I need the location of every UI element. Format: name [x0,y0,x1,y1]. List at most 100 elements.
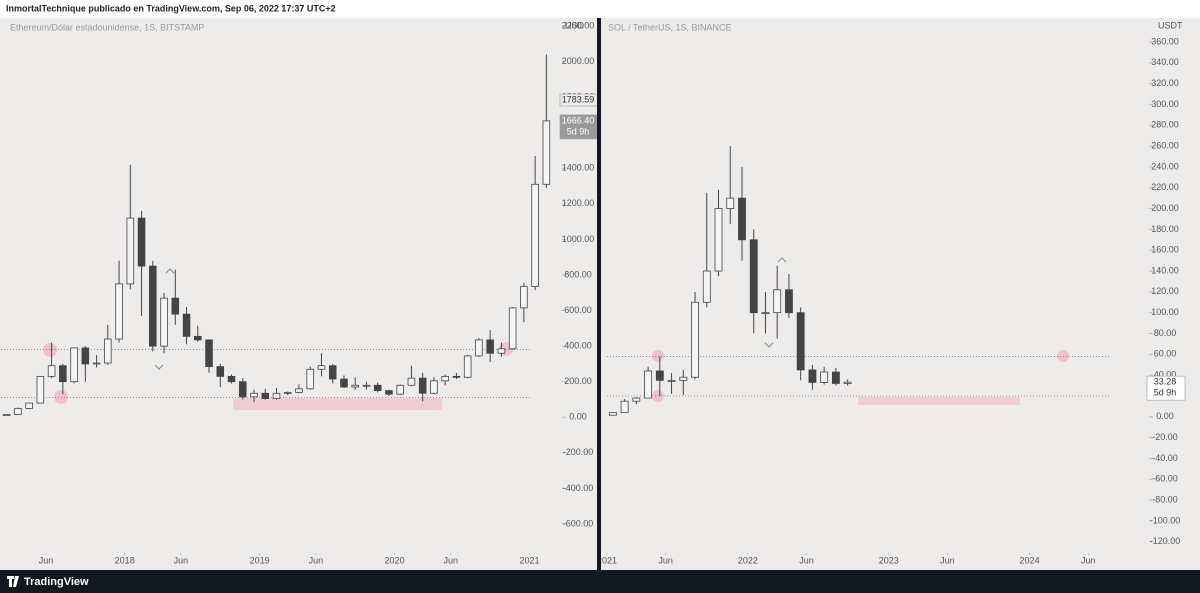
candle-body [738,197,746,241]
panel-bg [0,18,597,570]
x-tick-label: Jun [799,555,814,565]
candle-body [702,270,711,303]
y-tick-label: 800.00 [564,269,592,279]
candle-body [205,339,213,367]
candle-body [25,402,33,409]
price-label: 1783.59 [562,94,595,104]
candle-body [362,384,371,387]
y-tick-label: 100.00 [1151,307,1179,317]
y-tick-label: 360.00 [1151,36,1179,46]
y-tick-label: 140.00 [1151,265,1179,275]
y-tick-label: 400.00 [564,341,592,351]
symbol: Ethereum/Dólar estadounidense, 1S, BITST… [10,22,204,32]
x-tick-label: 2023 [879,555,899,565]
candle-body [441,375,449,382]
price-label: 1666.40 [562,115,595,125]
candle-body [250,392,258,398]
candle-body [182,313,191,337]
x-tick-label: Jun [444,555,459,565]
candle-body [820,371,829,383]
candle-body [104,338,112,364]
candle-body [227,375,236,383]
candle-body [59,365,67,383]
candle-body [317,365,326,370]
candle-body [655,370,664,381]
x-tick-label: 2020 [385,555,405,565]
y-tick-label: 80.00 [1154,328,1177,338]
y-tick-label: 160.00 [1151,245,1179,255]
x-tick-label: Jun [39,555,54,565]
y-tick-label: -40.00 [1152,453,1178,463]
price-box [559,114,597,140]
candle-body [691,301,699,378]
candle-body [160,297,168,347]
x-tick-label: Jun [1081,555,1096,565]
y-tick-label: 240.00 [1151,161,1179,171]
candle-body [773,289,782,314]
candle-body [115,283,123,340]
candle-body [679,376,688,381]
currency: USD [565,20,585,30]
y-tick-label: 0.00 [1156,411,1174,421]
y-tick-label: 1000.00 [562,234,595,244]
candle-body [463,355,472,378]
y-tick-label: -400.00 [563,483,594,493]
y-tick-label: -80.00 [1152,494,1178,504]
chevron [777,257,787,263]
y-tick-label: 0.00 [569,412,587,422]
brand: TradingView [24,576,89,588]
candle-body [486,339,494,354]
y-tick-label: 600.00 [564,305,592,315]
logo [7,576,19,587]
price-box [559,93,597,107]
candle-body [70,347,78,383]
candle-body [749,239,758,314]
candle-body [542,120,551,185]
x-tick-label: Jun [309,555,324,565]
y-tick-label: -120.00 [1150,536,1181,546]
chevron [764,342,774,348]
y-tick-label: 220.00 [1151,182,1179,192]
candle-body [608,412,617,416]
candle-body [81,347,90,365]
symbol: SOL / TetherUS, 1S, BINANCE [608,22,732,32]
panel-bg [601,18,1200,570]
candle-body [520,286,528,309]
candle-body [92,362,101,365]
candle-body [531,183,539,287]
candle-body [306,368,315,390]
candle-body [430,380,438,394]
x-tick-label: Jun [940,555,955,565]
candle-body [667,379,676,382]
candle-body [396,384,404,395]
candle-body [407,377,416,386]
marker [1057,350,1069,362]
y-tick-label: 1400.00 [562,163,595,173]
x-tick-label: Jun [174,555,189,565]
candle-body [831,371,840,384]
y-tick-label: 60.00 [1154,349,1177,359]
candle-body [632,397,641,402]
price-label: 33.28 [1154,377,1177,387]
x-tick-label: 2018 [115,555,135,565]
candle-body [137,217,146,267]
candle-body [808,369,817,383]
marker [652,350,664,362]
candle-body [351,384,359,388]
x-tick-label: Jun [658,555,673,565]
marker [43,343,57,357]
candle-body [452,375,461,378]
y-tick-label: -600.00 [563,518,594,528]
price-box [1146,375,1186,401]
y-tick-label: -200.00 [563,447,594,457]
header-text: InmortalTechnique publicado en TradingVi… [6,3,336,13]
candle-body [328,365,337,380]
candle-body [149,265,157,347]
candle-body [508,307,517,350]
x-tick-label: 2019 [250,555,270,565]
zone [858,397,1020,405]
candle-body [2,414,11,416]
x-tick-label: 2022 [738,555,758,565]
candle-body [726,197,735,209]
